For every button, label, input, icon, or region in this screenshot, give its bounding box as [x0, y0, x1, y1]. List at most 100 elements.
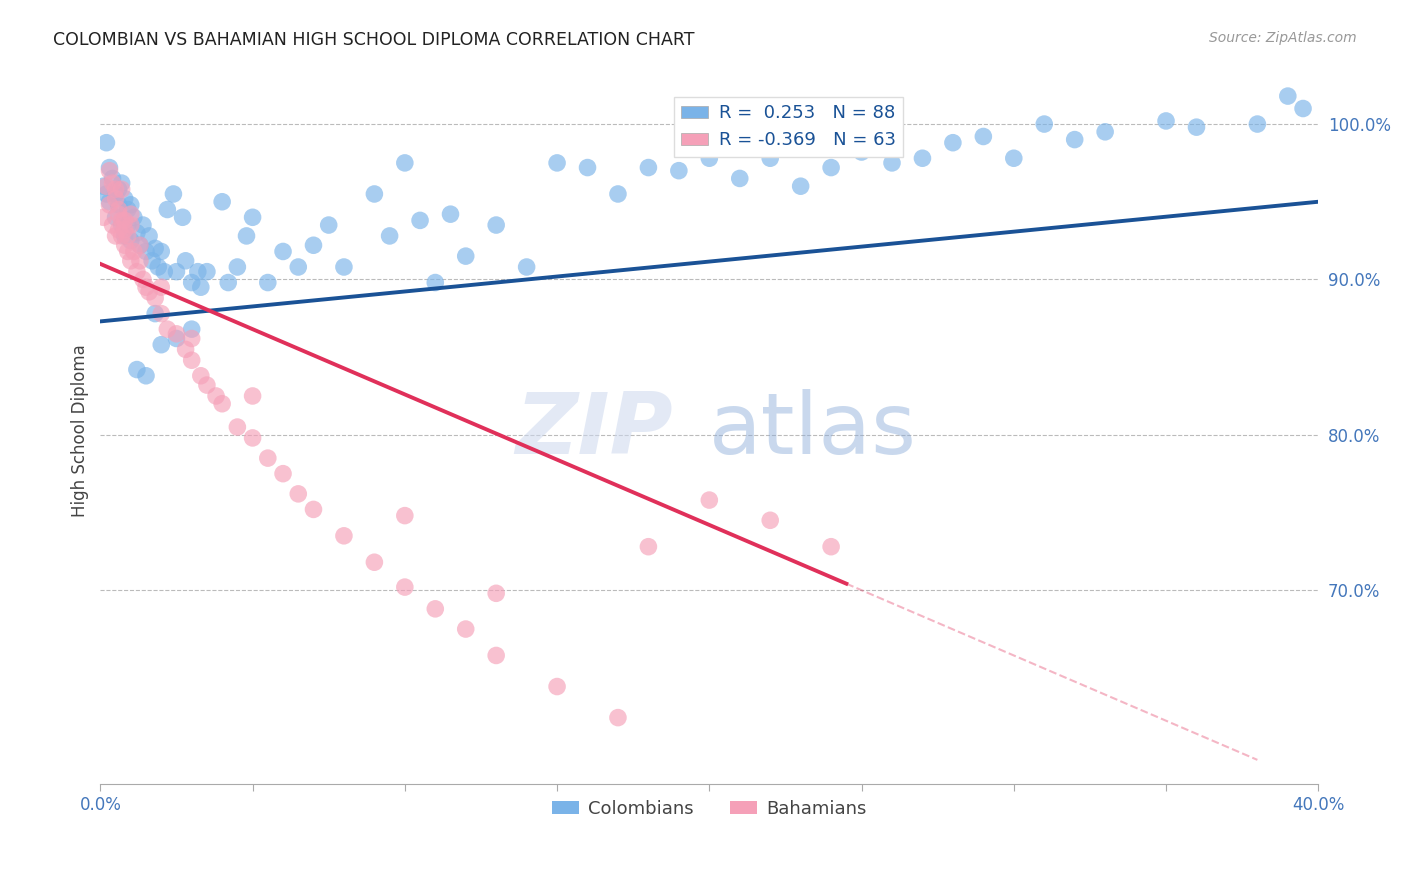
Point: [98, 198, 121, 212]
Point: [125, 362, 148, 376]
Point: [150, 280, 173, 294]
Point: [287, 260, 309, 274]
Point: [135, 368, 157, 383]
Point: [122, 244, 145, 259]
Point: [242, 389, 264, 403]
Point: [93, 179, 115, 194]
Point: [363, 555, 385, 569]
Point: [129, 238, 152, 252]
Point: [820, 161, 842, 175]
Point: [759, 513, 782, 527]
Text: Source: ZipAtlas.com: Source: ZipAtlas.com: [1209, 31, 1357, 45]
Point: [195, 265, 218, 279]
Point: [156, 322, 179, 336]
Point: [111, 213, 134, 227]
Point: [117, 244, 139, 259]
Point: [880, 156, 903, 170]
Point: [125, 226, 148, 240]
Point: [485, 586, 508, 600]
Point: [107, 182, 129, 196]
Point: [1033, 117, 1056, 131]
Point: [409, 213, 432, 227]
Point: [607, 711, 630, 725]
Point: [789, 179, 811, 194]
Point: [271, 244, 294, 259]
Point: [96, 186, 118, 201]
Point: [485, 648, 508, 663]
Point: [271, 467, 294, 481]
Point: [150, 337, 173, 351]
Point: [1277, 89, 1299, 103]
Point: [637, 540, 659, 554]
Point: [129, 253, 152, 268]
Point: [125, 265, 148, 279]
Point: [132, 272, 155, 286]
Point: [153, 265, 176, 279]
Point: [129, 238, 152, 252]
Point: [114, 192, 136, 206]
Point: [166, 265, 188, 279]
Point: [138, 228, 160, 243]
Point: [1246, 117, 1268, 131]
Point: [104, 192, 127, 206]
Point: [98, 194, 121, 209]
Point: [302, 238, 325, 252]
Point: [394, 156, 416, 170]
Point: [180, 353, 202, 368]
Point: [107, 207, 129, 221]
Point: [1002, 151, 1025, 165]
Point: [180, 331, 202, 345]
Point: [851, 145, 873, 159]
Point: [114, 228, 136, 243]
Point: [454, 622, 477, 636]
Legend: Colombians, Bahamians: Colombians, Bahamians: [546, 792, 873, 825]
Point: [333, 260, 356, 274]
Point: [114, 223, 136, 237]
Point: [394, 580, 416, 594]
Point: [287, 487, 309, 501]
Point: [425, 276, 447, 290]
Point: [104, 211, 127, 225]
Point: [111, 182, 134, 196]
Point: [120, 234, 142, 248]
Point: [485, 218, 508, 232]
Point: [439, 207, 461, 221]
Point: [111, 218, 134, 232]
Point: [104, 228, 127, 243]
Point: [111, 228, 134, 243]
Point: [104, 182, 127, 196]
Point: [138, 285, 160, 299]
Point: [378, 228, 401, 243]
Point: [226, 260, 249, 274]
Point: [174, 253, 197, 268]
Point: [120, 253, 142, 268]
Point: [174, 343, 197, 357]
Point: [172, 211, 194, 225]
Point: [256, 276, 278, 290]
Point: [242, 431, 264, 445]
Point: [150, 307, 173, 321]
Point: [942, 136, 965, 150]
Point: [107, 198, 129, 212]
Point: [98, 163, 121, 178]
Point: [101, 176, 124, 190]
Point: [98, 161, 121, 175]
Point: [93, 211, 115, 225]
Point: [180, 276, 202, 290]
Point: [150, 244, 173, 259]
Point: [302, 502, 325, 516]
Point: [114, 238, 136, 252]
Point: [190, 368, 212, 383]
Point: [697, 151, 720, 165]
Point: [1094, 125, 1116, 139]
Point: [425, 602, 447, 616]
Point: [162, 186, 184, 201]
Point: [107, 223, 129, 237]
Point: [576, 161, 599, 175]
Point: [697, 493, 720, 508]
Point: [141, 253, 163, 268]
Point: [454, 249, 477, 263]
Point: [1063, 132, 1085, 146]
Point: [104, 186, 127, 201]
Point: [114, 213, 136, 227]
